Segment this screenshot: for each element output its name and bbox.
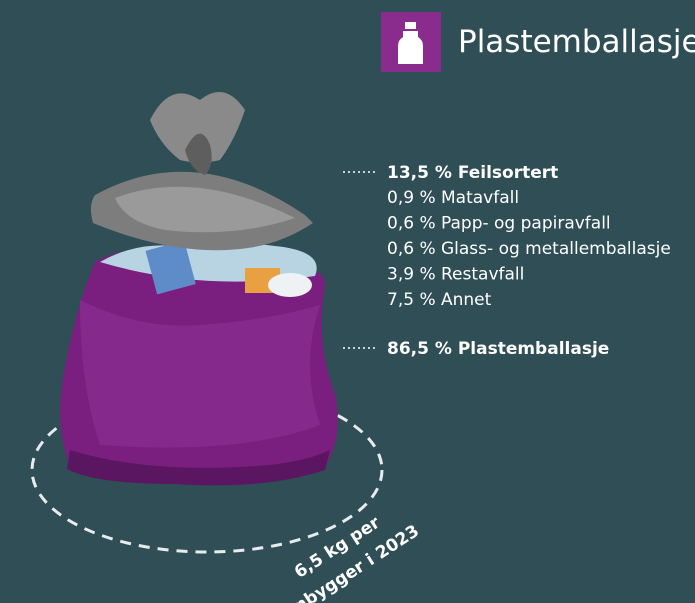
missorted-item: 7,5 % Annet (387, 290, 492, 310)
missorted-item: 0,9 % Matavfall (387, 188, 519, 208)
missorted-item: 0,6 % Papp- og papiravfall (387, 214, 611, 234)
title: Plastemballasje (458, 24, 695, 60)
bottle-icon (381, 12, 441, 72)
bag (60, 241, 338, 486)
main-label: 86,5 % Plastemballasje (387, 339, 609, 359)
infographic: Plastemballasje 13,5 % Feilsortert 0,9 %… (0, 0, 695, 603)
missorted-item: 3,9 % Restavfall (387, 265, 524, 285)
missorted-item: 0,6 % Glass- og metallemballasje (387, 239, 671, 259)
missorted-label: 13,5 % Feilsortert (387, 163, 558, 183)
